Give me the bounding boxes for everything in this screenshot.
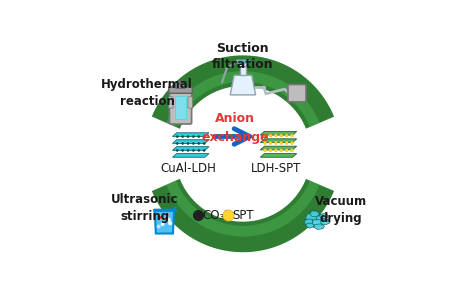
Polygon shape [173, 140, 209, 143]
Circle shape [182, 135, 184, 138]
Circle shape [203, 142, 205, 145]
Circle shape [203, 135, 205, 138]
Circle shape [192, 135, 195, 138]
Circle shape [274, 141, 277, 144]
Text: LDH-SPT: LDH-SPT [251, 162, 301, 175]
Circle shape [192, 149, 195, 152]
Circle shape [176, 142, 179, 145]
FancyBboxPatch shape [169, 97, 173, 108]
Circle shape [285, 149, 288, 152]
Circle shape [167, 218, 170, 221]
Circle shape [158, 215, 162, 219]
Polygon shape [310, 211, 319, 217]
Text: SPT: SPT [233, 208, 254, 221]
Polygon shape [313, 224, 324, 230]
Circle shape [161, 223, 164, 226]
Polygon shape [155, 210, 174, 233]
Polygon shape [320, 219, 330, 225]
FancyBboxPatch shape [176, 83, 185, 88]
FancyBboxPatch shape [240, 67, 246, 75]
Circle shape [157, 225, 160, 228]
Circle shape [178, 80, 183, 85]
Polygon shape [304, 219, 313, 225]
Circle shape [165, 213, 169, 217]
Polygon shape [306, 213, 319, 222]
Circle shape [264, 149, 266, 152]
Polygon shape [260, 154, 297, 157]
Circle shape [291, 149, 293, 152]
Circle shape [269, 141, 272, 144]
Circle shape [176, 135, 179, 138]
Text: CuAl-LDH: CuAl-LDH [161, 162, 217, 175]
Circle shape [187, 142, 189, 145]
FancyBboxPatch shape [169, 87, 192, 93]
Circle shape [187, 135, 189, 138]
Polygon shape [260, 146, 297, 150]
Circle shape [274, 134, 277, 137]
FancyBboxPatch shape [188, 97, 192, 108]
Circle shape [269, 149, 272, 152]
Polygon shape [173, 154, 209, 157]
Circle shape [274, 149, 277, 152]
Circle shape [203, 149, 205, 152]
Circle shape [192, 142, 195, 145]
Text: Suction
filtration: Suction filtration [212, 42, 274, 71]
Circle shape [264, 141, 266, 144]
Circle shape [182, 142, 184, 145]
Circle shape [291, 134, 293, 137]
Polygon shape [173, 133, 209, 136]
Polygon shape [319, 213, 328, 219]
Circle shape [291, 141, 293, 144]
Circle shape [187, 149, 189, 152]
Circle shape [198, 142, 200, 145]
Polygon shape [317, 214, 327, 222]
Polygon shape [173, 147, 209, 150]
Circle shape [176, 149, 179, 152]
Polygon shape [260, 131, 297, 135]
Polygon shape [309, 220, 324, 227]
Text: Ultrasonic
stirring: Ultrasonic stirring [111, 193, 179, 223]
Text: exchange: exchange [201, 131, 269, 144]
Polygon shape [260, 139, 297, 142]
Circle shape [164, 217, 167, 220]
Circle shape [264, 134, 266, 137]
FancyBboxPatch shape [288, 85, 306, 102]
Polygon shape [306, 223, 314, 228]
Polygon shape [237, 60, 249, 67]
FancyBboxPatch shape [175, 96, 186, 119]
Text: Hydrothermal
reaction: Hydrothermal reaction [101, 78, 193, 108]
Circle shape [198, 135, 200, 138]
Circle shape [280, 134, 283, 137]
Circle shape [285, 141, 288, 144]
Text: CO₃²⁻: CO₃²⁻ [202, 208, 236, 221]
Circle shape [198, 149, 200, 152]
Circle shape [285, 134, 288, 137]
Circle shape [269, 134, 272, 137]
Text: Vacuum
drying: Vacuum drying [315, 195, 367, 225]
Circle shape [168, 221, 172, 225]
FancyBboxPatch shape [170, 91, 191, 124]
Text: Anion: Anion [215, 112, 255, 125]
Polygon shape [230, 75, 255, 95]
Circle shape [182, 149, 184, 152]
Polygon shape [237, 61, 248, 64]
Circle shape [280, 149, 283, 152]
Circle shape [280, 141, 283, 144]
